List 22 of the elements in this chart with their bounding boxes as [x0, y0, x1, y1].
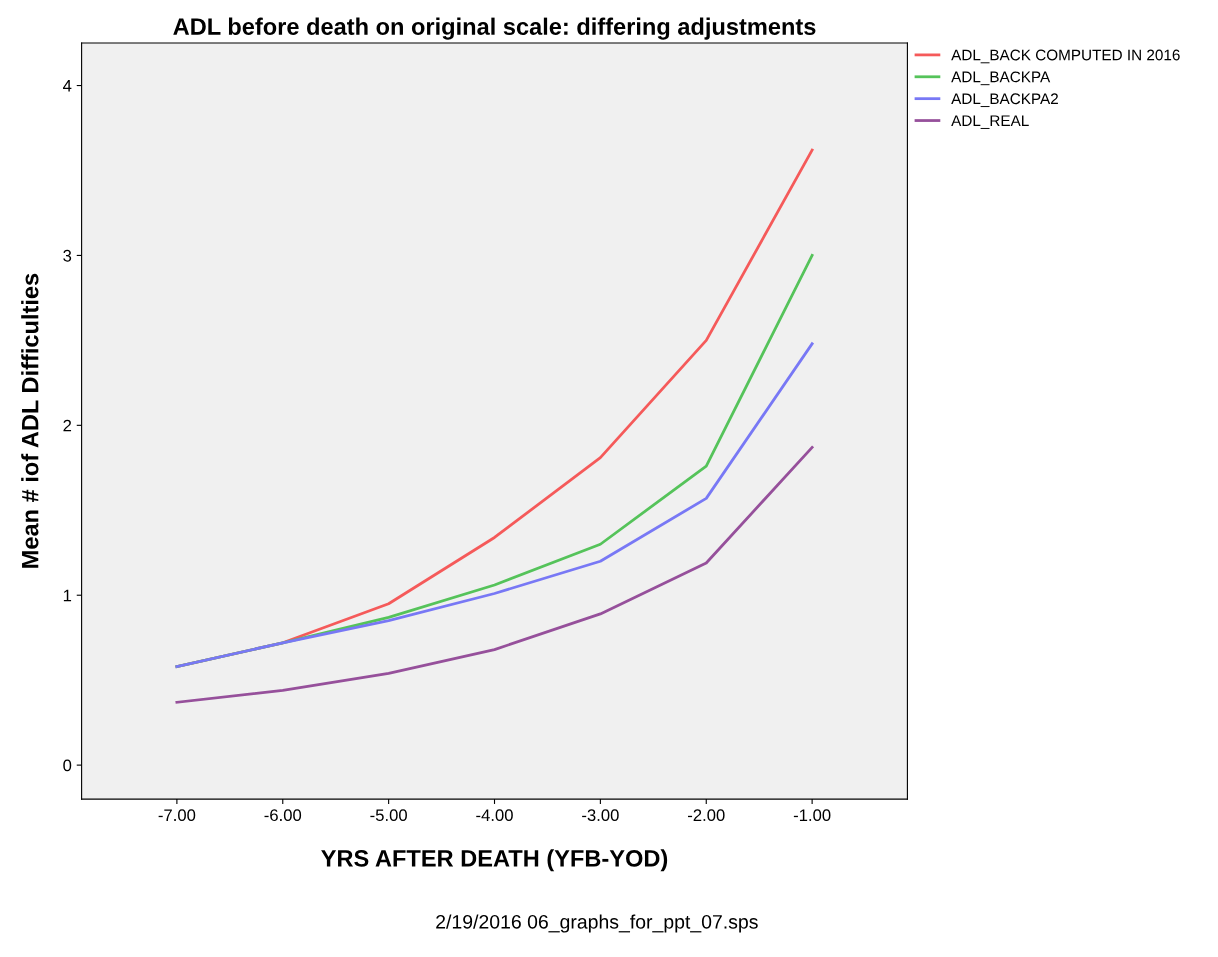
- x-tick-label: -5.00: [370, 809, 407, 822]
- line-series: [175, 342, 814, 668]
- y-tick-label: 4: [63, 80, 72, 92]
- chart-title: ADL before death on original scale: differing adjustments: [173, 17, 816, 40]
- x-tick-label: -3.00: [582, 809, 619, 822]
- legend-label: ADL_BACK COMPUTED IN 2016: [951, 49, 1180, 64]
- line-series: [175, 446, 814, 704]
- y-tick-label: 2: [63, 419, 72, 432]
- x-tick-label: -7.00: [158, 809, 196, 822]
- legend-label: ADL_BACKPA2: [951, 93, 1058, 108]
- x-axis-title: YRS AFTER DEATH (YFB-YOD): [321, 849, 668, 872]
- x-tick-label: -2.00: [688, 809, 725, 822]
- y-tick-label: 0: [63, 759, 72, 772]
- text: 2/19/2016 06_graphs_for_ppt_07.sps: [436, 914, 758, 933]
- y-axis-title: Mean # iof ADL Difficulties: [21, 273, 39, 568]
- x-tick-label: -6.00: [264, 809, 302, 822]
- x-tick-label: -4.00: [476, 809, 513, 822]
- y-tick-label: 3: [63, 249, 72, 262]
- y-tick-label: 1: [63, 589, 72, 602]
- legend-label: ADL_BACKPA: [951, 71, 1051, 86]
- x-tick-label: -1.00: [793, 809, 831, 822]
- legend-label: ADL_REAL: [951, 115, 1029, 129]
